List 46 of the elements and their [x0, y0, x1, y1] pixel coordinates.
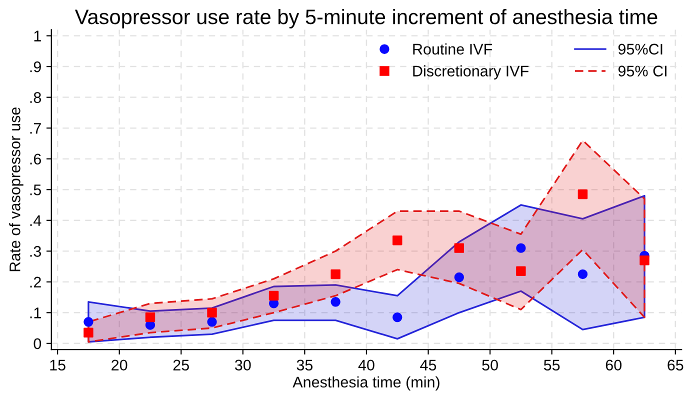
point [145, 312, 156, 322]
point [578, 189, 588, 200]
y-tick-label: .9 [30, 61, 41, 72]
x-tick-label: 25 [173, 360, 189, 371]
point [207, 317, 217, 327]
point [84, 328, 94, 338]
point [516, 266, 526, 276]
x-tick-label: 50 [482, 360, 498, 371]
legend-label: 95%CI [618, 44, 662, 55]
point [330, 297, 340, 307]
y-tick-label: .4 [30, 215, 42, 226]
point [330, 269, 340, 280]
point [268, 290, 279, 301]
point [84, 317, 94, 327]
y-tick-label: .5 [30, 184, 42, 196]
y-tick-label: .7 [30, 123, 41, 134]
point [454, 243, 464, 253]
x-tick-label: 65 [668, 360, 684, 371]
x-tick-label: 45 [420, 360, 436, 371]
point [392, 312, 402, 322]
x-tick-label: 30 [234, 360, 251, 371]
y-tick-label: .1 [30, 308, 41, 318]
y-axis-title: Rate of vasopressor use [9, 107, 24, 272]
point [207, 308, 217, 318]
y-tick-label: 1 [34, 30, 41, 42]
point [578, 269, 588, 280]
point [640, 255, 650, 266]
point [516, 243, 526, 253]
x-tick-label: 55 [544, 360, 560, 371]
point [454, 272, 464, 282]
legend-label: Routine IVF [413, 43, 492, 55]
x-tick-label: 60 [606, 360, 622, 371]
y-tick-label: .8 [30, 92, 41, 103]
y-tick-label: .3 [30, 246, 41, 257]
x-tick-label: 15 [50, 360, 66, 371]
legend-label: Discretionary IVF [413, 65, 529, 80]
y-tick-label: .2 [30, 276, 41, 288]
y-tick-label: .6 [30, 154, 41, 165]
y-tick-label: 0 [34, 338, 42, 350]
x-tick-label: 20 [112, 360, 128, 371]
x-tick-label: 35 [296, 360, 313, 371]
point [392, 236, 402, 246]
legend-label: 95% CI [618, 66, 666, 76]
chart-title: Vasopressor use rate by 5-minute increment of anesthesia time [74, 8, 658, 28]
x-tick-label: 40 [358, 360, 374, 371]
x-axis-title: Anesthesia time (min) [292, 376, 440, 391]
